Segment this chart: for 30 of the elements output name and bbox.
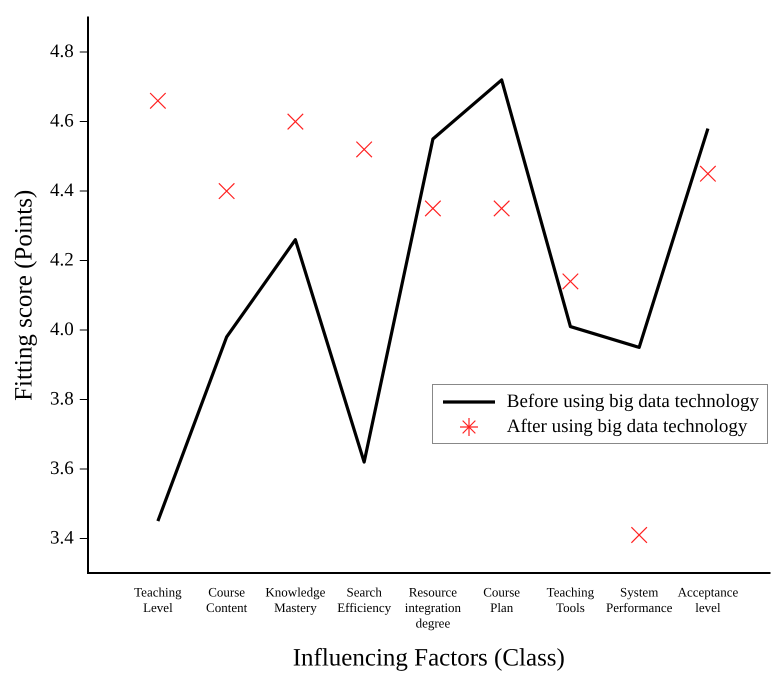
point: [150, 92, 166, 110]
y-tick-label: 4.2: [50, 250, 74, 271]
x-tick-label: System Performance: [606, 584, 673, 616]
point: [493, 200, 510, 217]
y-tick-label: 4.8: [50, 41, 74, 62]
point: [562, 273, 579, 290]
x-tick-label: Teaching Level: [134, 584, 182, 616]
point: [287, 113, 304, 130]
legend-label: After using big data technology: [506, 415, 748, 440]
point: [218, 182, 236, 200]
point: [356, 141, 373, 158]
y-axis-title: Fitting score (Points): [10, 190, 38, 401]
y-tick-label: 4.0: [50, 319, 74, 340]
y-tick-label: 4.6: [50, 110, 74, 132]
y-tick-label: 3.8: [50, 388, 74, 410]
x-tick-label: Search Efficiency: [337, 584, 392, 616]
y-tick-label: 3.6: [50, 458, 74, 479]
x-tick-label: Teaching Tools: [546, 584, 595, 616]
legend-label: Before using big data technology: [506, 390, 760, 414]
x-tick-label: Resource integration degree: [404, 584, 462, 631]
point: [424, 200, 442, 217]
point: [630, 526, 648, 544]
x-tick-label: Course Plan: [483, 584, 520, 616]
x-tick-label: Knowledge Mastery: [265, 584, 326, 616]
y-tick-label: 4.4: [50, 180, 74, 202]
point: [700, 165, 716, 182]
x-tick-label: Course Content: [206, 584, 248, 616]
x-tick-label: Acceptance level: [678, 584, 738, 616]
y-tick-label: 3.4: [50, 527, 74, 548]
x-axis-title: Influencing Factors (Class): [292, 644, 565, 672]
